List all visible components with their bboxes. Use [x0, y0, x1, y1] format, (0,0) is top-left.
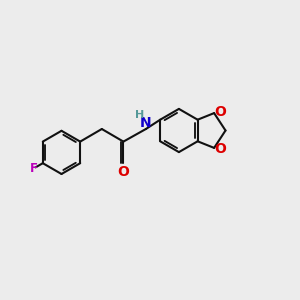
Text: O: O	[118, 165, 129, 178]
Text: F: F	[30, 162, 38, 175]
Text: O: O	[214, 142, 226, 156]
Text: O: O	[214, 105, 226, 118]
Text: H: H	[135, 110, 145, 121]
Text: N: N	[140, 116, 152, 130]
